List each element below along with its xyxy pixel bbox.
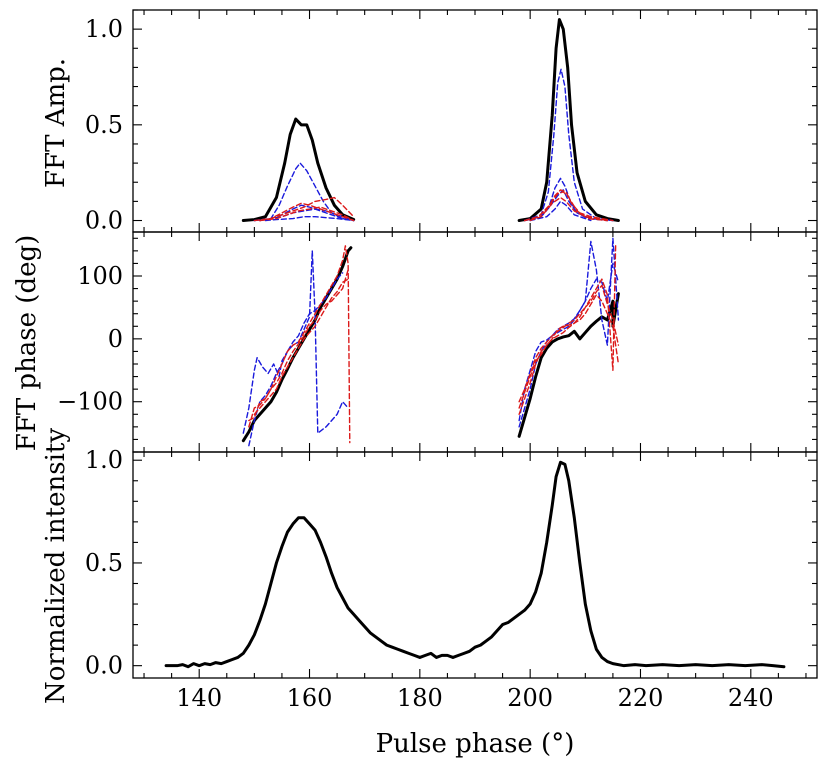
series-group bbox=[241, 18, 620, 223]
series-1-segment-1 bbox=[518, 237, 620, 422]
ticks bbox=[133, 9, 817, 232]
x-tick-label: 180 bbox=[397, 684, 443, 712]
series-2-segment-0 bbox=[248, 272, 344, 447]
x-tick-label: 160 bbox=[287, 684, 333, 712]
y-axis-label-bottom: Normalized intensity bbox=[41, 428, 71, 704]
series-1-segment-1 bbox=[523, 68, 614, 222]
y-axis-label-middle: FFT phase (deg) bbox=[12, 235, 42, 452]
series-4-segment-1 bbox=[529, 200, 592, 222]
series-5-segment-0 bbox=[253, 196, 355, 222]
series-4-segment-0 bbox=[264, 215, 355, 222]
series-0-segment-0 bbox=[241, 117, 356, 223]
series-5-segment-0 bbox=[253, 278, 349, 415]
x-tick-label: 200 bbox=[507, 684, 553, 712]
y-tick-label: 0 bbox=[108, 325, 123, 353]
series-3-segment-1 bbox=[518, 243, 617, 415]
series-0-segment-1 bbox=[517, 18, 620, 223]
plot-frame bbox=[132, 451, 818, 679]
y-tick-label: −100 bbox=[57, 388, 123, 416]
y-tick-label: 0.5 bbox=[85, 549, 123, 577]
series-0-segment-0 bbox=[241, 246, 353, 443]
x-axis-label: Pulse phase (°) bbox=[376, 729, 575, 759]
ticks bbox=[133, 452, 817, 678]
y-tick-label: 1.0 bbox=[85, 446, 123, 474]
series-group bbox=[164, 460, 786, 669]
series-2-segment-1 bbox=[518, 262, 620, 428]
y-tick-label: 0.5 bbox=[85, 111, 123, 139]
x-tick-label: 140 bbox=[176, 684, 222, 712]
series-0-segment-1 bbox=[517, 292, 620, 438]
y-axis-label-top: FFT Amp. bbox=[41, 58, 71, 188]
plot-frame bbox=[132, 231, 818, 453]
ticks bbox=[133, 232, 817, 453]
x-tick-label: 220 bbox=[618, 684, 664, 712]
series-6-segment-0 bbox=[259, 202, 355, 222]
x-tick-label: 240 bbox=[728, 684, 774, 712]
series-0-segment-0 bbox=[164, 460, 786, 669]
series-3-segment-0 bbox=[248, 245, 351, 444]
series-6-segment-1 bbox=[523, 191, 609, 222]
panel-middle: −100 0 100 bbox=[57, 231, 818, 453]
series-2-segment-0 bbox=[253, 204, 355, 222]
panel-top: 0.0 0.5 1.0 bbox=[85, 9, 818, 235]
series-4-segment-0 bbox=[248, 269, 349, 428]
series-7-segment-1 bbox=[529, 196, 609, 222]
panel-bottom: 0.0 0.5 1.0 140 160 180 200 220 240 bbox=[85, 446, 818, 712]
series-group bbox=[241, 237, 620, 447]
y-tick-label: 0.0 bbox=[85, 207, 123, 235]
series-7-segment-0 bbox=[259, 206, 355, 222]
y-tick-label: 0.0 bbox=[85, 652, 123, 680]
y-tick-label: 100 bbox=[77, 262, 123, 290]
y-tick-label: 1.0 bbox=[85, 15, 123, 43]
series-5-segment-1 bbox=[518, 284, 620, 403]
series-4-segment-1 bbox=[518, 294, 620, 409]
plot-frame bbox=[132, 9, 818, 233]
